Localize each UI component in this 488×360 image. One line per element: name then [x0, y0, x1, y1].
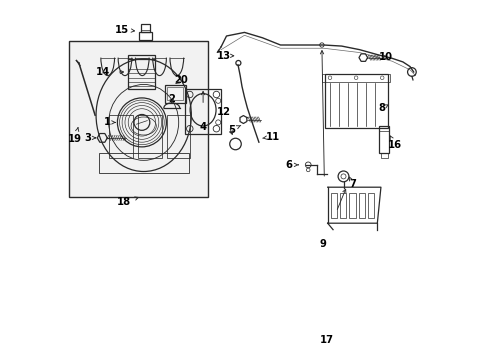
Text: 14: 14	[96, 67, 110, 77]
Text: 15: 15	[114, 24, 128, 35]
Text: 7: 7	[348, 179, 355, 189]
Bar	[109, 115, 133, 158]
Bar	[322, 74, 389, 82]
Text: 6: 6	[285, 160, 291, 170]
Bar	[358, 193, 365, 218]
Text: 4: 4	[199, 122, 206, 132]
Text: 16: 16	[387, 140, 401, 150]
Text: 10: 10	[378, 52, 392, 62]
Bar	[139, 32, 152, 40]
Text: 1: 1	[103, 117, 110, 127]
Bar	[141, 24, 149, 32]
Text: 17: 17	[320, 335, 334, 345]
Bar	[167, 87, 183, 100]
Text: 12: 12	[216, 107, 230, 117]
Bar	[339, 193, 346, 218]
Text: 2: 2	[168, 94, 175, 104]
Text: 11: 11	[265, 132, 279, 142]
Bar	[167, 115, 190, 158]
Text: 9: 9	[319, 239, 326, 249]
Bar	[367, 193, 374, 218]
Bar	[380, 153, 387, 158]
Bar	[324, 74, 387, 128]
Bar	[378, 126, 388, 153]
Bar	[348, 193, 355, 218]
Bar	[69, 41, 208, 197]
Text: 13: 13	[217, 51, 230, 61]
Text: 20: 20	[174, 75, 188, 85]
Bar	[138, 115, 162, 158]
Text: 18: 18	[117, 197, 131, 207]
Text: 19: 19	[68, 134, 82, 144]
Bar	[164, 85, 186, 103]
Text: 3: 3	[84, 133, 91, 143]
Bar	[330, 193, 336, 218]
Bar	[128, 55, 155, 89]
Bar	[185, 89, 221, 134]
Text: 5: 5	[228, 125, 235, 135]
Bar	[99, 153, 188, 173]
Text: 8: 8	[378, 103, 385, 113]
